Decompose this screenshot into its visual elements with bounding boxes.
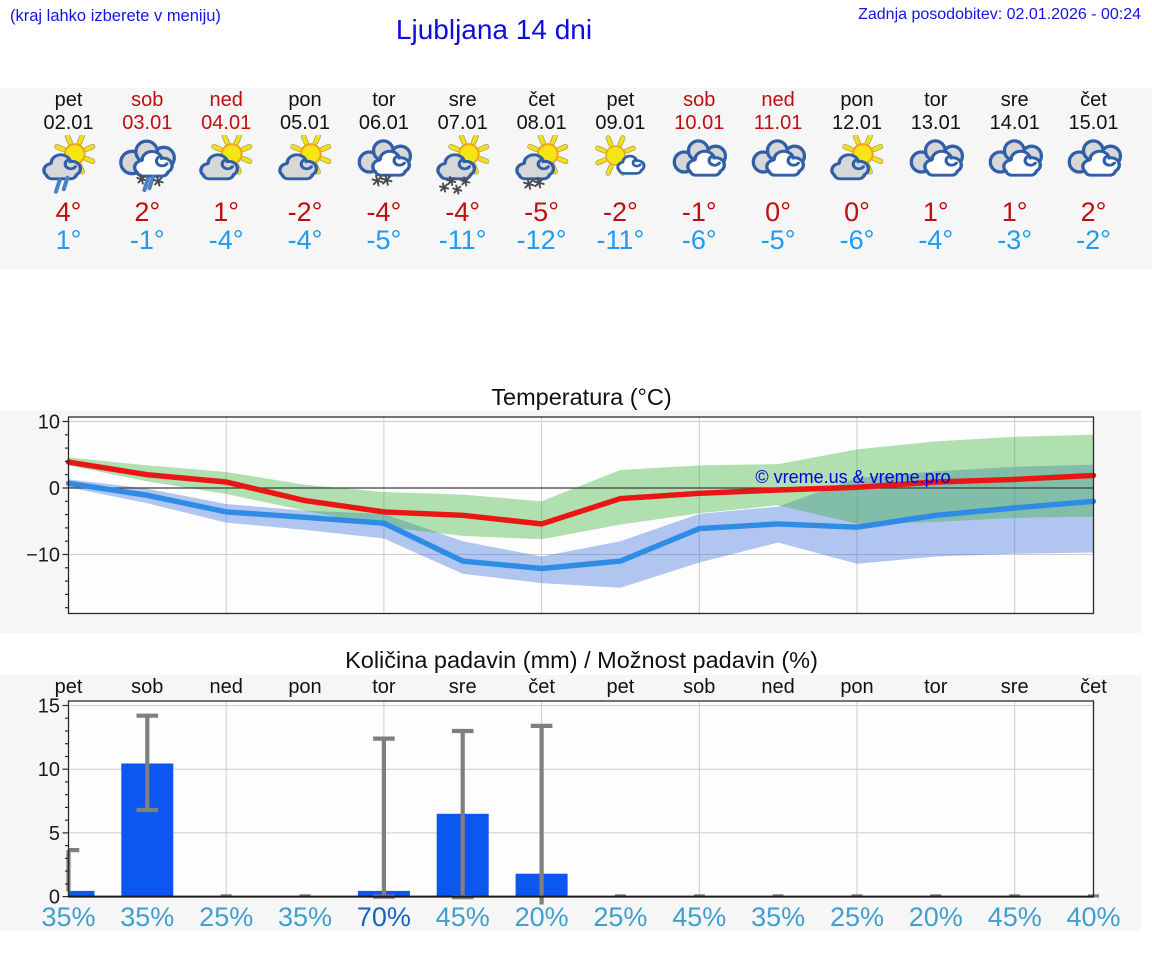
svg-text:0: 0: [49, 887, 60, 909]
svg-text:sre: sre: [1001, 676, 1029, 698]
svg-text:35%: 35%: [751, 902, 805, 932]
svg-text:sob: sob: [683, 676, 715, 698]
svg-text:0: 0: [49, 478, 60, 500]
svg-text:−10: −10: [26, 545, 60, 567]
svg-text:25%: 25%: [830, 902, 884, 932]
svg-text:čet: čet: [1080, 676, 1107, 698]
svg-text:ned: ned: [761, 676, 794, 698]
svg-text:sob: sob: [131, 676, 163, 698]
svg-text:45%: 45%: [988, 902, 1042, 932]
svg-text:sre: sre: [449, 676, 477, 698]
svg-text:35%: 35%: [41, 902, 95, 932]
svg-text:pon: pon: [288, 676, 321, 698]
svg-text:5: 5: [49, 823, 60, 845]
svg-text:čet: čet: [528, 676, 555, 698]
svg-text:20%: 20%: [515, 902, 569, 932]
svg-text:pon: pon: [840, 676, 873, 698]
svg-text:45%: 45%: [672, 902, 726, 932]
svg-text:© vreme.us & vreme.pro: © vreme.us & vreme.pro: [755, 467, 950, 487]
svg-text:pet: pet: [55, 676, 83, 698]
svg-text:45%: 45%: [436, 902, 490, 932]
svg-text:ned: ned: [210, 676, 243, 698]
svg-text:25%: 25%: [593, 902, 647, 932]
svg-text:40%: 40%: [1066, 902, 1120, 932]
svg-text:20%: 20%: [909, 902, 963, 932]
svg-text:70%: 70%: [357, 902, 411, 932]
svg-text:tor: tor: [924, 676, 948, 698]
svg-text:10: 10: [38, 759, 60, 781]
svg-text:tor: tor: [372, 676, 396, 698]
svg-text:35%: 35%: [278, 902, 332, 932]
svg-text:10: 10: [38, 412, 60, 434]
svg-text:25%: 25%: [199, 902, 253, 932]
svg-text:35%: 35%: [120, 902, 174, 932]
svg-text:pet: pet: [606, 676, 634, 698]
svg-text:15: 15: [38, 696, 60, 718]
